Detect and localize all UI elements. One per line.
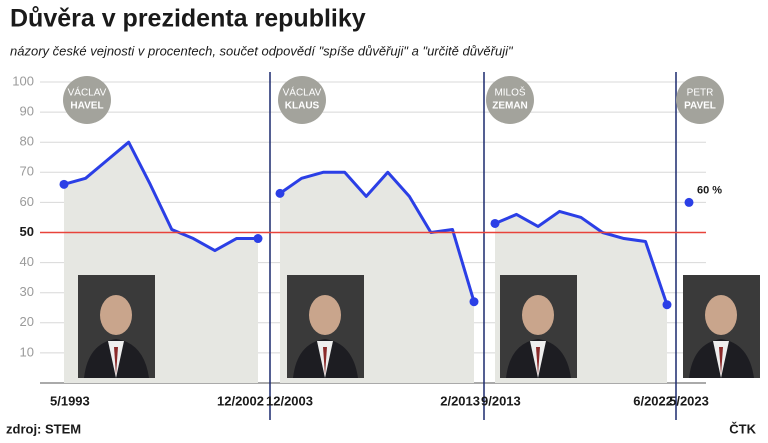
y-tick-label: 60: [20, 194, 34, 209]
value-label: 60 %: [697, 184, 722, 196]
president-first-name: VÁCLAV: [283, 86, 322, 99]
portrait-head: [522, 295, 554, 335]
president-badge: [278, 76, 326, 124]
point: [684, 197, 694, 207]
president-name: KLAUS: [285, 101, 320, 112]
portrait-tie: [719, 347, 723, 375]
point: [662, 300, 672, 310]
y-tick-label: 20: [20, 314, 34, 329]
point: [253, 234, 263, 244]
source: zdroj: STEM: [6, 421, 81, 436]
y-tick-label: 70: [20, 164, 34, 179]
president-name: PAVEL: [684, 101, 716, 112]
president-first-name: MILOŠ: [494, 86, 525, 99]
y-tick-label: 80: [20, 134, 34, 149]
x-tick-label: 6/2022: [633, 393, 673, 408]
y-tick-label: 100: [12, 73, 34, 88]
y-tick-label: 90: [20, 104, 34, 119]
chart-title: Důvěra v prezidenta republiky: [10, 5, 366, 33]
point: [275, 188, 285, 198]
point: [59, 179, 69, 189]
portrait-tie: [323, 347, 327, 375]
portrait-head: [309, 295, 341, 335]
line: [279, 170, 476, 303]
line: [494, 209, 669, 306]
president-badge: [486, 76, 534, 124]
credit: ČTK: [729, 421, 756, 436]
x-tick-label: 5/2023: [669, 393, 709, 408]
y-tick-label: 30: [20, 284, 34, 299]
portrait-tie: [536, 347, 540, 375]
y-tick-label: 10: [20, 344, 34, 359]
y-tick-label: 40: [20, 254, 34, 269]
portrait: [78, 275, 155, 378]
portrait: [287, 275, 364, 378]
x-tick-label: 12/2003: [266, 393, 313, 408]
portrait: [500, 275, 577, 378]
line: [63, 140, 258, 253]
x-tick-label: 2/2013: [440, 393, 480, 408]
president-name: ZEMAN: [492, 101, 528, 112]
portrait-head: [100, 295, 132, 335]
portrait-head: [705, 295, 737, 335]
president-badge: [63, 76, 111, 124]
x-tick-label: 5/1993: [50, 393, 90, 408]
x-tick-label: 9/2013: [481, 393, 521, 408]
point: [469, 297, 479, 307]
president-badge: [676, 76, 724, 124]
x-tick-label: 12/2002: [217, 393, 264, 408]
president-first-name: PETR: [687, 88, 714, 99]
y-tick-label: 50: [20, 224, 34, 239]
point: [490, 218, 500, 228]
portrait: [683, 275, 760, 378]
portrait-tie: [114, 347, 118, 375]
president-first-name: VÁCLAV: [68, 86, 107, 99]
chart-subtitle: názory české vejnosti v procentech, souč…: [10, 43, 514, 58]
president-name: HAVEL: [70, 101, 103, 112]
